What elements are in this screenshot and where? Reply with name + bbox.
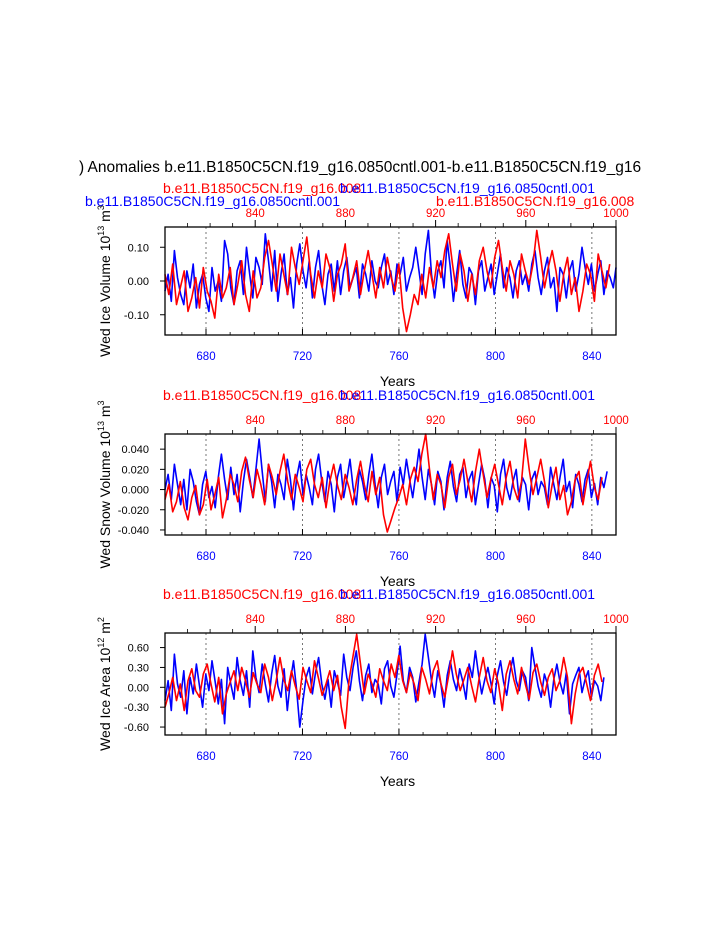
y-tick-label: 0.040 <box>121 444 149 456</box>
y-tick-label: -0.60 <box>124 722 149 734</box>
series-title-blue: b.e11.B1850C5CN.f19_g16.0850cntl.001 <box>340 180 595 196</box>
x-top-tick-label: 960 <box>516 208 535 220</box>
x-bottom-tick-label: 680 <box>196 551 215 563</box>
x-bottom-tick-label: 760 <box>389 351 408 363</box>
x-axis-label: Years <box>380 573 415 589</box>
series-title-red: b.e11.B1850C5CN.f19_g16.008 <box>163 180 361 196</box>
x-top-tick-label: 1000 <box>603 415 629 427</box>
x-top-tick-label: 960 <box>516 614 535 626</box>
x-bottom-tick-label: 720 <box>293 551 312 563</box>
y-tick-label: -0.30 <box>124 702 149 714</box>
y-tick-label: 0.020 <box>121 464 149 476</box>
x-top-tick-label: 880 <box>336 415 355 427</box>
x-top-tick-label: 1000 <box>603 208 629 220</box>
x-bottom-tick-label: 840 <box>582 751 601 763</box>
series-title-red: b.e11.B1850C5CN.f19_g16.008 <box>163 387 361 403</box>
y-axis-label: Wed Snow Volume 1013 m3 <box>96 400 113 568</box>
x-top-tick-label: 840 <box>246 614 265 626</box>
y-tick-label: -0.10 <box>124 310 149 322</box>
plot-frame <box>164 226 617 336</box>
x-bottom-tick-label: 680 <box>196 351 215 363</box>
x-bottom-tick-label: 760 <box>389 551 408 563</box>
y-tick-label: 0.000 <box>121 485 149 497</box>
x-top-tick-label: 920 <box>426 208 445 220</box>
series-line-red <box>164 229 611 333</box>
x-axis-label: Years <box>380 373 415 389</box>
x-bottom-tick-label: 840 <box>582 351 601 363</box>
y-tick-label: 0.00 <box>128 276 149 288</box>
y-tick-label: -0.020 <box>118 505 149 517</box>
series-title-blue: b.e11.B1850C5CN.f19_g16.0850cntl.001 <box>340 387 595 403</box>
x-bottom-tick-label: 720 <box>293 351 312 363</box>
y-axis-label: Wed Ice Volume 1013 m3 <box>96 205 113 357</box>
y-tick-label: 0.60 <box>128 643 149 655</box>
x-bottom-tick-label: 840 <box>582 551 601 563</box>
chart-panel-ice-area: 680 720 760 800 840 840 880 920 960 1000 -0.60 -0.3… <box>96 586 629 789</box>
x-top-tick-label: 840 <box>246 415 265 427</box>
x-bottom-tick-label: 720 <box>293 751 312 763</box>
page-title: ) Anomalies b.e11.B1850C5CN.f19_g16.0850… <box>79 159 641 176</box>
y-tick-label: 0.00 <box>128 682 149 694</box>
x-bottom-tick-label: 760 <box>389 751 408 763</box>
series-line-red <box>164 633 603 730</box>
x-top-tick-label: 840 <box>246 208 265 220</box>
x-top-tick-label: 880 <box>336 614 355 626</box>
series-title-red: b.e11.B1850C5CN.f19_g16.008 <box>163 586 361 602</box>
series-title-blue: b.e11.B1850C5CN.f19_g16.0850cntl.001 <box>340 586 595 602</box>
y-axis-label: Wed Ice Area 1012 m2 <box>96 617 113 751</box>
legend-top-red: b.e11.B1850C5CN.f19_g16.008 <box>436 193 634 209</box>
series-line-red <box>164 433 603 533</box>
series-line-blue <box>164 633 605 728</box>
x-top-tick-label: 880 <box>336 208 355 220</box>
x-top-tick-label: 1000 <box>603 614 629 626</box>
x-bottom-tick-label: 680 <box>196 751 215 763</box>
y-tick-label: 0.10 <box>128 242 149 254</box>
chart-panel-ice-volume: 680 720 760 800 840 840 880 920 960 1000 -0.10 0.00… <box>96 180 629 389</box>
chart-panels: 680 720 760 800 840 840 880 920 960 1000 -0.10 0.00… <box>96 180 629 789</box>
x-bottom-tick-label: 800 <box>486 351 505 363</box>
x-top-tick-label: 920 <box>426 415 445 427</box>
x-bottom-tick-label: 800 <box>486 551 505 563</box>
y-tick-label: -0.040 <box>118 525 149 537</box>
x-top-tick-label: 920 <box>426 614 445 626</box>
y-tick-label: 0.30 <box>128 662 149 674</box>
x-bottom-tick-label: 800 <box>486 751 505 763</box>
chart-panel-snow-volume: 680 720 760 800 840 840 880 920 960 1000 -0.040 -0.… <box>96 387 629 589</box>
legend-top-blue: b.e11.B1850C5CN.f19_g16.0850cntl.001 <box>85 193 340 209</box>
x-axis-label: Years <box>380 773 415 789</box>
x-top-tick-label: 960 <box>516 415 535 427</box>
